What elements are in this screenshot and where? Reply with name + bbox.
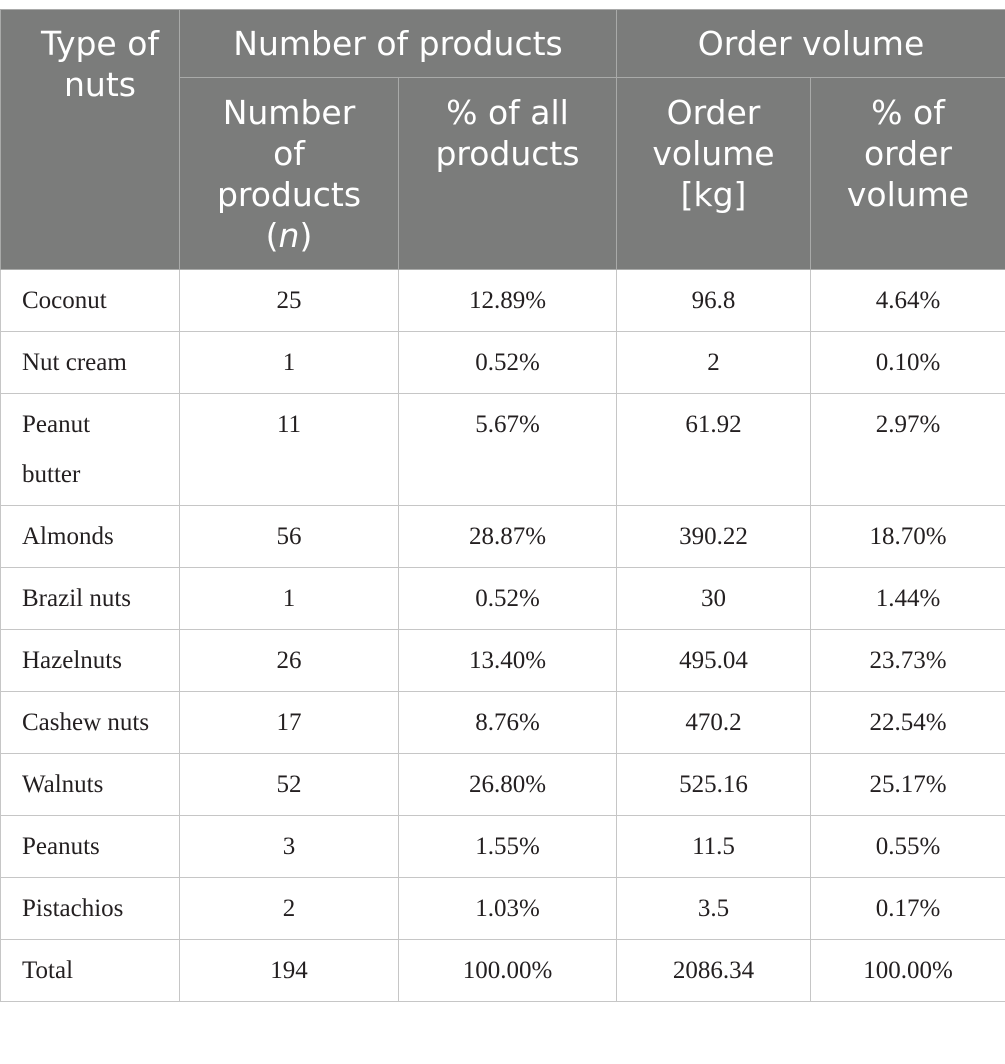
nut-type-cell: Brazil nuts [0,567,180,630]
product-count-cell: 194 [179,939,399,1002]
order-volume-cell: 61.92 [616,393,811,506]
order-volume-cell: 30 [616,567,811,630]
number-of-products-group-label: Number of products [233,24,563,63]
pct-volume-cell: 2.97% [810,393,1005,506]
table-row-total: Total 194 100.00% 2086.34 100.00% [0,939,1005,1002]
table-row: Peanut butter 11 5.67% 61.92 2.97% [0,393,1005,506]
order-volume-group-header: Order volume [616,9,1005,78]
nut-type-label: Peanut butter [22,411,91,488]
pct-volume-cell: 18.70% [810,505,1005,568]
pct-of-all-products-label: % of all products [435,93,580,173]
order-volume-cell: 96.8 [616,269,811,332]
table-row: Cashew nuts 17 8.76% 470.2 22.54% [0,691,1005,754]
table-body: Coconut 25 12.89% 96.8 4.64% Nut cream 1… [0,269,1005,1002]
pct-products-cell: 13.40% [398,629,617,692]
number-of-products-line1: Number [222,93,356,132]
pct-volume-cell: 100.00% [810,939,1005,1002]
pct-products-cell: 12.89% [398,269,617,332]
nut-type-cell: Total [0,939,180,1002]
product-count-cell: 2 [179,877,399,940]
pct-of-order-volume-label: % of order volume [846,93,970,214]
nut-type-label: Cashew nuts [22,709,150,736]
nut-type-cell: Peanut butter [0,393,180,506]
product-count-cell: 1 [179,567,399,630]
order-volume-cell: 495.04 [616,629,811,692]
pct-products-cell: 1.03% [398,877,617,940]
pct-products-cell: 26.80% [398,753,617,816]
nut-type-cell: Walnuts [0,753,180,816]
number-of-products-header: Number of products (n) [179,77,399,270]
order-volume-cell: 3.5 [616,877,811,940]
table-row: Nut cream 1 0.52% 2 0.10% [0,331,1005,394]
table-row: Pistachios 2 1.03% 3.5 0.17% [0,877,1005,940]
pct-products-cell: 8.76% [398,691,617,754]
order-volume-cell: 11.5 [616,815,811,878]
product-count-cell: 52 [179,753,399,816]
product-count-cell: 25 [179,269,399,332]
pct-products-cell: 100.00% [398,939,617,1002]
table-row: Walnuts 52 26.80% 525.16 25.17% [0,753,1005,816]
product-count-cell: 26 [179,629,399,692]
pct-of-all-products-header: % of all products [398,77,617,270]
pct-products-cell: 28.87% [398,505,617,568]
nuts-data-table: Type of nuts Number of products Order vo… [0,9,1005,1002]
order-volume-kg-header: Order volume [kg] [616,77,811,270]
product-count-cell: 17 [179,691,399,754]
nut-type-cell: Peanuts [0,815,180,878]
nut-type-cell: Coconut [0,269,180,332]
type-of-nuts-header: Type of nuts [0,9,180,270]
pct-of-order-volume-header: % of order volume [810,77,1005,270]
table-row: Peanuts 3 1.55% 11.5 0.55% [0,815,1005,878]
pct-volume-cell: 22.54% [810,691,1005,754]
nut-type-cell: Pistachios [0,877,180,940]
number-of-products-symbol-n: n [278,216,300,255]
number-of-products-symbol: (n) [265,216,313,255]
product-count-cell: 11 [179,393,399,506]
order-volume-cell: 390.22 [616,505,811,568]
pct-volume-cell: 1.44% [810,567,1005,630]
pct-volume-cell: 4.64% [810,269,1005,332]
pct-volume-cell: 0.17% [810,877,1005,940]
pct-volume-cell: 0.10% [810,331,1005,394]
pct-products-cell: 5.67% [398,393,617,506]
order-volume-cell: 2086.34 [616,939,811,1002]
order-volume-kg-label: Order volume [kg] [652,93,775,214]
nut-type-cell: Hazelnuts [0,629,180,692]
table-header: Type of nuts Number of products Order vo… [0,9,1005,270]
pct-products-cell: 0.52% [398,331,617,394]
nut-type-cell: Nut cream [0,331,180,394]
order-volume-cell: 2 [616,331,811,394]
pct-volume-cell: 25.17% [810,753,1005,816]
nut-type-cell: Cashew nuts [0,691,180,754]
pct-volume-cell: 23.73% [810,629,1005,692]
table-row: Coconut 25 12.89% 96.8 4.64% [0,269,1005,332]
header-group-row: Type of nuts Number of products Order vo… [0,9,1005,270]
product-count-cell: 1 [179,331,399,394]
order-volume-cell: 470.2 [616,691,811,754]
number-of-products-line3: products [216,175,362,214]
table-row: Hazelnuts 26 13.40% 495.04 23.73% [0,629,1005,692]
pct-products-cell: 1.55% [398,815,617,878]
order-volume-group-label: Order volume [697,24,925,63]
product-count-cell: 3 [179,815,399,878]
table-row: Almonds 56 28.87% 390.22 18.70% [0,505,1005,568]
number-of-products-line2: of [273,134,305,173]
table-row: Brazil nuts 1 0.52% 30 1.44% [0,567,1005,630]
type-of-nuts-label: Type of nuts [40,24,160,104]
pct-products-cell: 0.52% [398,567,617,630]
number-of-products-group-header: Number of products [179,9,617,78]
header-sub-row: Number of products (n) % of all products… [1,77,1005,270]
order-volume-cell: 525.16 [616,753,811,816]
product-count-cell: 56 [179,505,399,568]
pct-volume-cell: 0.55% [810,815,1005,878]
nut-type-cell: Almonds [0,505,180,568]
